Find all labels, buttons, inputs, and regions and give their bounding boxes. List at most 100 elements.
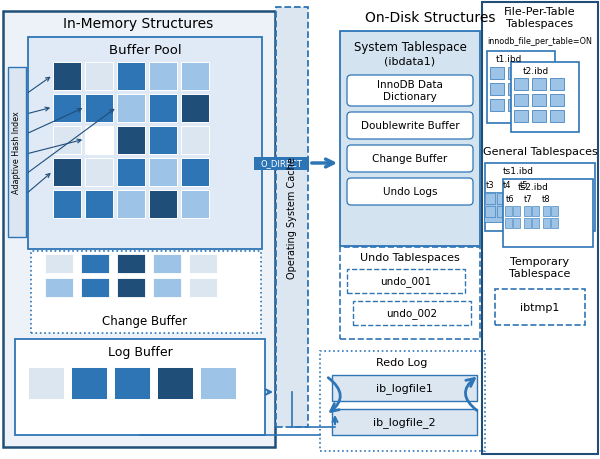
- Bar: [149, 159, 177, 187]
- Text: Operating System Cache: Operating System Cache: [287, 157, 297, 278]
- Bar: [153, 254, 181, 274]
- Bar: [117, 279, 145, 297]
- Bar: [45, 279, 73, 297]
- Bar: [200, 367, 236, 399]
- Bar: [485, 194, 495, 205]
- Bar: [487, 52, 555, 124]
- Bar: [490, 100, 504, 112]
- Bar: [189, 279, 217, 297]
- Text: ibtmp1: ibtmp1: [520, 302, 560, 312]
- Bar: [181, 95, 209, 123]
- Bar: [526, 68, 540, 80]
- Bar: [484, 193, 510, 223]
- Bar: [8, 68, 26, 237]
- Text: ib_logfile_2: ib_logfile_2: [373, 417, 436, 427]
- Bar: [340, 32, 480, 246]
- Text: undo_001: undo_001: [380, 276, 431, 287]
- Bar: [514, 95, 528, 107]
- Bar: [513, 218, 520, 229]
- Text: Change Buffer: Change Buffer: [103, 315, 188, 328]
- Bar: [85, 63, 113, 91]
- Bar: [81, 254, 109, 274]
- Bar: [485, 207, 495, 218]
- Text: File-Per-Table
Tablespaces: File-Per-Table Tablespaces: [504, 7, 576, 29]
- Text: Buffer Pool: Buffer Pool: [109, 45, 181, 57]
- FancyBboxPatch shape: [347, 146, 473, 173]
- Bar: [543, 218, 550, 229]
- Bar: [254, 157, 309, 171]
- Bar: [189, 254, 217, 274]
- Bar: [117, 95, 145, 123]
- Text: t2.ibd: t2.ibd: [523, 67, 549, 75]
- Bar: [503, 179, 593, 247]
- Bar: [551, 218, 558, 229]
- Bar: [513, 207, 520, 217]
- Text: Temporary
Tablespace: Temporary Tablespace: [509, 257, 571, 278]
- Text: undo_002: undo_002: [386, 308, 437, 319]
- Bar: [117, 63, 145, 91]
- FancyBboxPatch shape: [347, 179, 473, 206]
- Bar: [53, 190, 81, 218]
- Text: t6: t6: [506, 195, 514, 204]
- Bar: [505, 218, 512, 229]
- Bar: [490, 84, 504, 96]
- Bar: [81, 279, 109, 297]
- Bar: [53, 159, 81, 187]
- Bar: [45, 254, 73, 274]
- Bar: [114, 367, 150, 399]
- Text: t8: t8: [542, 195, 550, 204]
- Bar: [497, 194, 507, 205]
- Bar: [524, 218, 531, 229]
- Text: ts2.ibd: ts2.ibd: [518, 183, 548, 192]
- Bar: [347, 269, 465, 293]
- Text: In-Memory Structures: In-Memory Structures: [63, 17, 213, 31]
- Bar: [53, 95, 81, 123]
- Bar: [181, 63, 209, 91]
- Bar: [485, 164, 595, 231]
- Bar: [276, 8, 308, 427]
- Text: innodb_file_per_table=ON: innodb_file_per_table=ON: [488, 38, 592, 46]
- Bar: [550, 95, 564, 107]
- Bar: [524, 207, 531, 217]
- Bar: [117, 127, 145, 155]
- Text: InnoDB Data
Dictionary: InnoDB Data Dictionary: [377, 80, 443, 101]
- Bar: [3, 12, 275, 447]
- Bar: [532, 218, 539, 229]
- FancyBboxPatch shape: [347, 76, 473, 107]
- Bar: [117, 190, 145, 218]
- Bar: [53, 63, 81, 91]
- Bar: [117, 159, 145, 187]
- Bar: [157, 367, 193, 399]
- Bar: [181, 190, 209, 218]
- Text: Doublewrite Buffer: Doublewrite Buffer: [361, 121, 460, 131]
- Text: Change Buffer: Change Buffer: [373, 154, 448, 164]
- Bar: [340, 247, 480, 339]
- Text: Adaptive Hash Index: Adaptive Hash Index: [13, 112, 22, 194]
- Text: ib_logfile1: ib_logfile1: [376, 383, 433, 394]
- Bar: [149, 190, 177, 218]
- Bar: [332, 409, 477, 435]
- Bar: [85, 190, 113, 218]
- Bar: [353, 302, 471, 325]
- Text: t3: t3: [485, 180, 494, 189]
- Bar: [15, 339, 265, 435]
- Bar: [85, 159, 113, 187]
- Bar: [497, 207, 507, 218]
- Bar: [320, 351, 485, 451]
- Text: Log Buffer: Log Buffer: [107, 346, 172, 359]
- Bar: [526, 100, 540, 112]
- Bar: [53, 127, 81, 155]
- Bar: [495, 289, 585, 325]
- Bar: [550, 111, 564, 123]
- Text: Redo Log: Redo Log: [376, 357, 428, 367]
- Bar: [85, 127, 113, 155]
- Bar: [85, 95, 113, 123]
- Bar: [181, 159, 209, 187]
- Bar: [28, 367, 64, 399]
- Bar: [505, 207, 512, 217]
- Bar: [532, 95, 546, 107]
- Bar: [181, 127, 209, 155]
- Bar: [550, 79, 564, 91]
- Text: Undo Logs: Undo Logs: [383, 187, 437, 196]
- Bar: [514, 111, 528, 123]
